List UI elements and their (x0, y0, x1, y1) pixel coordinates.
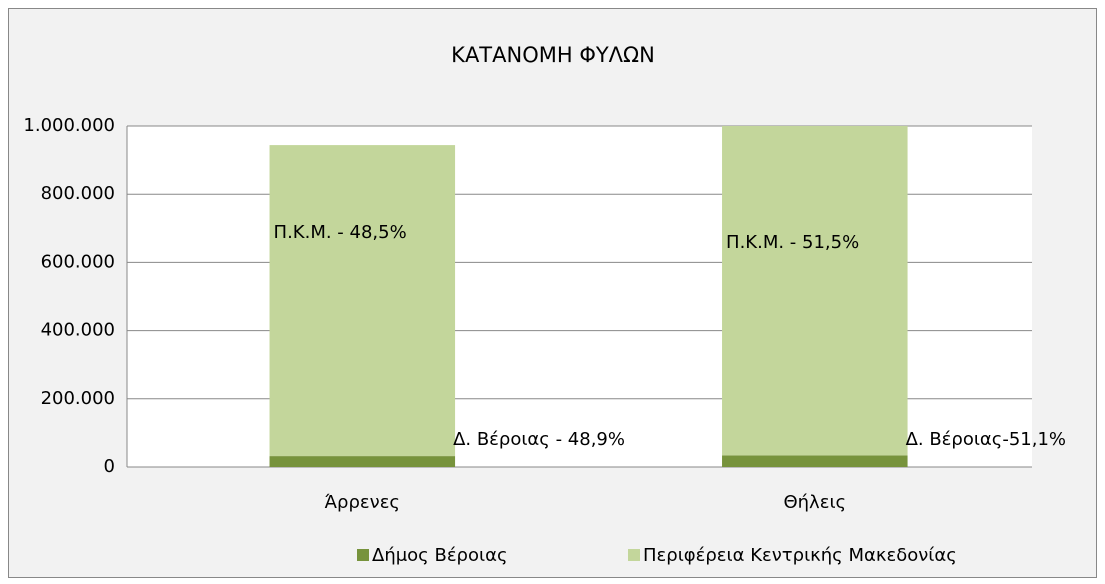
legend-label: Δήμος Βέροιας (372, 545, 508, 566)
y-tick-label: 0 (104, 456, 115, 477)
bar-segment (269, 456, 456, 467)
data-label: Π.Κ.Μ. - 48,5% (274, 222, 407, 243)
y-tick-label: 400.000 (41, 320, 115, 341)
data-label: Π.Κ.Μ. - 51,5% (726, 232, 859, 253)
bar-segment (269, 145, 456, 457)
data-label: Δ. Βέροιας - 48,9% (453, 429, 625, 450)
y-tick-label: 800.000 (41, 183, 115, 204)
legend-swatch (357, 549, 369, 561)
bar-segment (722, 126, 908, 456)
legend-label: Περιφέρεια Κεντρικής Μακεδονίας (643, 545, 957, 566)
chart-title: ΚΑΤΑΝΟΜΗ ΦΥΛΩΝ (451, 43, 655, 67)
bar-segment (722, 455, 908, 467)
x-tick-label: Άρρενες (325, 492, 400, 513)
y-tick-label: 200.000 (41, 388, 115, 409)
y-tick-label: 600.000 (41, 251, 115, 272)
legend-swatch (628, 549, 640, 561)
y-tick-label: 1.000.000 (23, 115, 115, 136)
data-label: Δ. Βέροιας-51,1% (906, 429, 1066, 450)
x-tick-label: Θήλεις (783, 492, 846, 513)
